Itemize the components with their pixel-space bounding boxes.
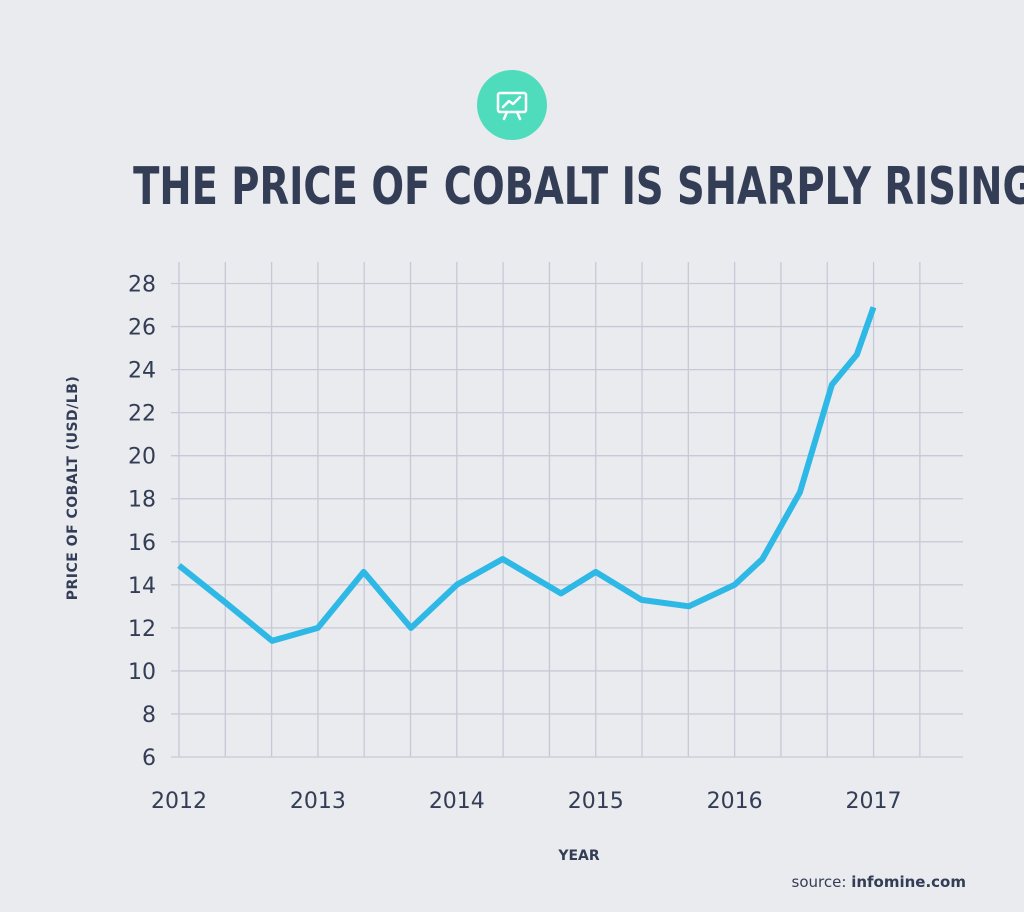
chart-presentation-icon [496, 91, 528, 121]
y-axis-label: PRICE OF COBALT (USD/LB) [65, 376, 81, 601]
series-line-cobalt-price [177, 306, 877, 644]
x-tick-label: 2012 [151, 789, 207, 814]
chart-icon-badge [477, 70, 547, 140]
y-tick-label: 22 [128, 402, 156, 427]
y-tick-label: 10 [128, 660, 156, 685]
y-tick-label: 12 [128, 617, 156, 642]
y-tick-label: 28 [128, 273, 156, 298]
page-title: THE PRICE OF COBALT IS SHARPLY RISING [133, 157, 1024, 217]
y-tick-label: 18 [128, 488, 156, 513]
source-prefix: source: [791, 873, 847, 891]
y-tick-label: 8 [142, 703, 156, 728]
y-tick-label: 16 [128, 531, 156, 556]
y-tick-label: 14 [128, 574, 156, 599]
x-tick-label: 2017 [846, 789, 902, 814]
source-note: source: infomine.com [792, 873, 966, 891]
source-name: infomine.com [851, 873, 966, 891]
y-tick-label: 26 [128, 316, 156, 341]
y-tick-label: 6 [142, 746, 156, 771]
x-tick-label: 2014 [429, 789, 485, 814]
x-tick-label: 2016 [707, 789, 763, 814]
x-tick-label: 2015 [568, 789, 624, 814]
y-tick-label: 24 [128, 359, 156, 384]
y-tick-label: 20 [128, 445, 156, 470]
x-axis-label: YEAR [557, 848, 600, 864]
x-tick-label: 2013 [290, 789, 346, 814]
